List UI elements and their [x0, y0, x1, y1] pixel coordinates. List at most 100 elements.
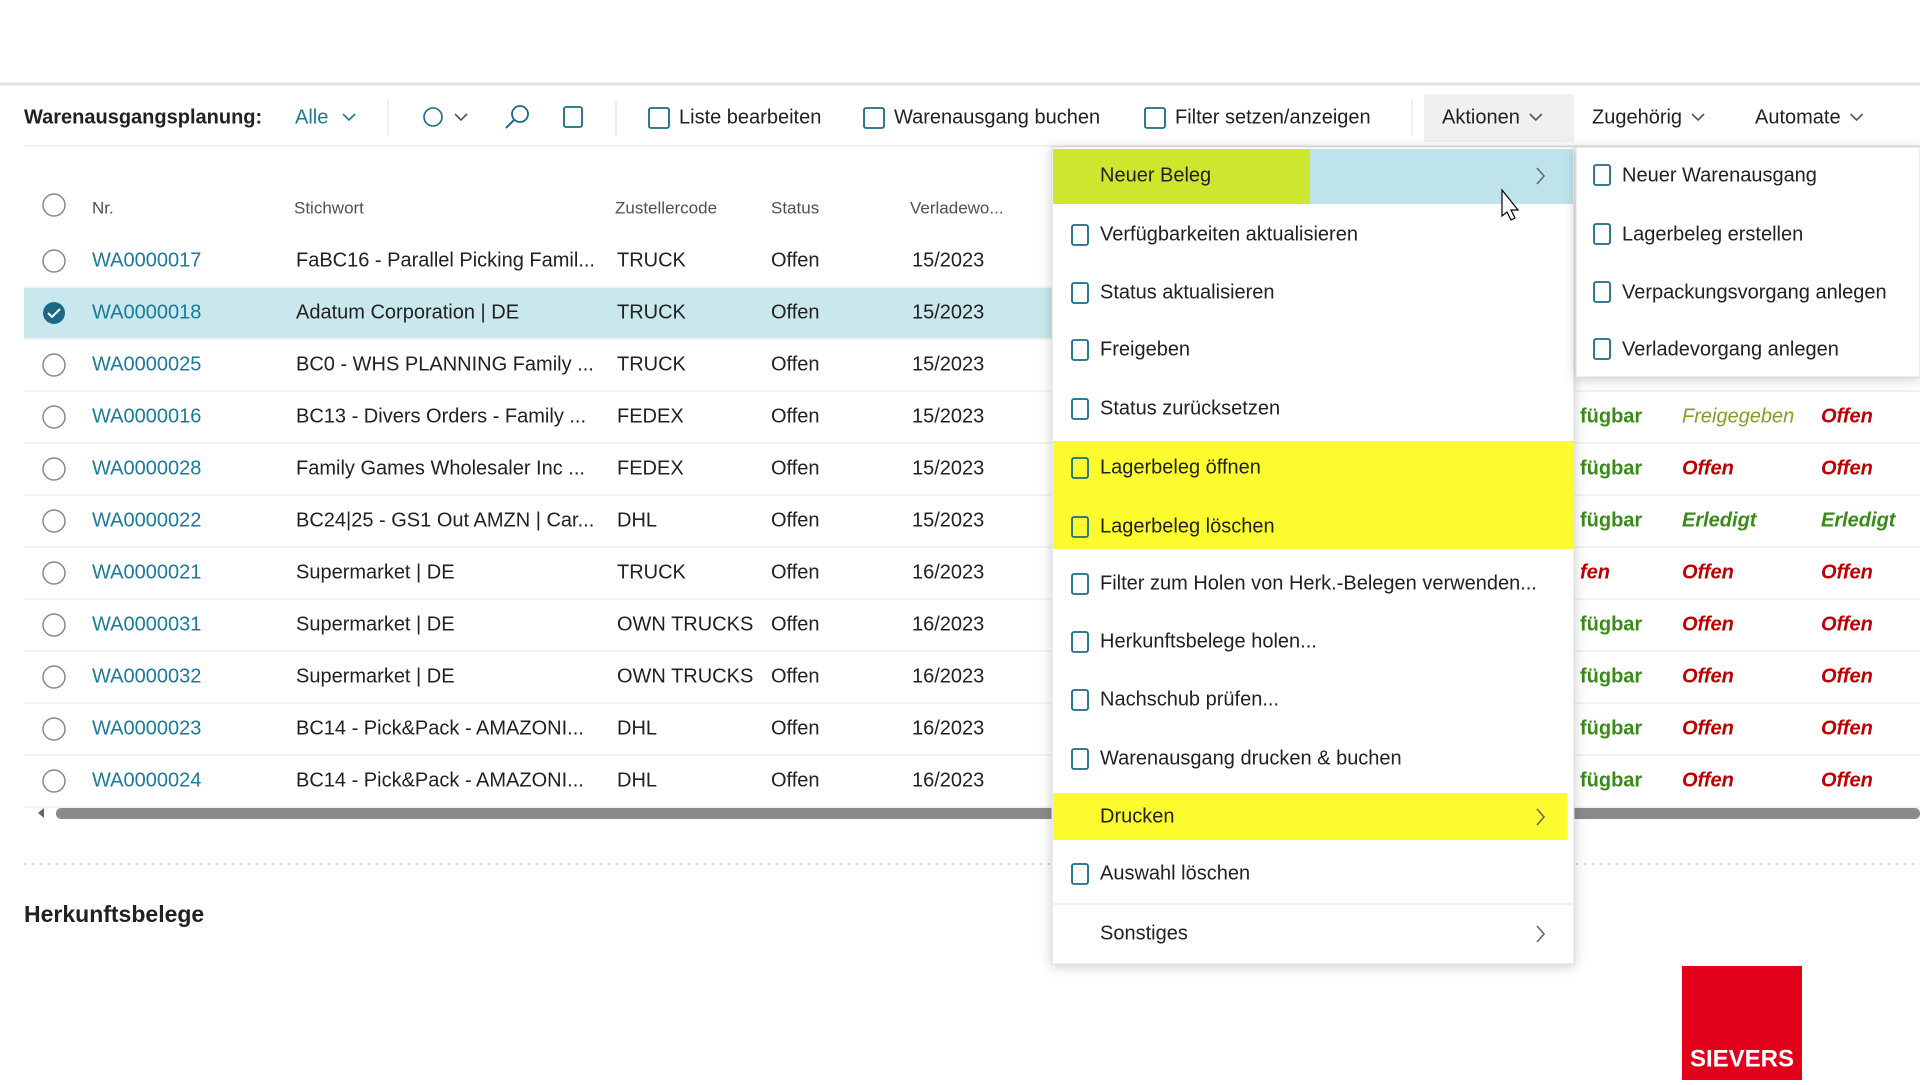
cell: BC13 - Divers Orders - Family ... — [296, 405, 586, 427]
menu-icon — [1071, 863, 1089, 885]
submenu-arrow — [1536, 925, 1546, 943]
menu-item[interactable]: Freigeben — [1100, 338, 1190, 360]
toolbar-button[interactable]: Filter setzen/anzeigen — [1175, 106, 1371, 128]
doc-link[interactable]: WA0000024 — [92, 769, 201, 791]
column-header[interactable]: Verladewo... — [910, 198, 1004, 217]
cell: Offen — [771, 249, 820, 271]
status-cell: Offen — [1682, 769, 1734, 791]
column-header[interactable]: Nr. — [92, 198, 114, 217]
select-all[interactable] — [42, 193, 66, 217]
row-radio[interactable] — [42, 353, 66, 377]
doc-link[interactable]: WA0000023 — [92, 717, 201, 739]
toolbar-menu[interactable]: Aktionen — [1442, 106, 1520, 128]
search-icon-handle — [505, 119, 515, 129]
menu-item[interactable]: Status aktualisieren — [1100, 281, 1275, 303]
submenu-item[interactable]: Verladevorgang anlegen — [1622, 338, 1839, 360]
doc-link[interactable]: WA0000031 — [92, 613, 201, 635]
cell: BC24|25 - GS1 Out AMZN | Car... — [296, 509, 594, 531]
status-cell: fügbar — [1580, 457, 1642, 479]
doc-link[interactable]: WA0000032 — [92, 665, 201, 687]
doc-link[interactable]: WA0000028 — [92, 457, 201, 479]
doc-link[interactable]: WA0000021 — [92, 561, 201, 583]
doc-link[interactable]: WA0000016 — [92, 405, 201, 427]
submenu-icon — [1593, 281, 1611, 303]
menu-item[interactable]: Herkunftsbelege holen... — [1100, 630, 1317, 652]
menu-icon — [1071, 516, 1089, 538]
menu-panel — [1051, 146, 1575, 965]
cell: Supermarket | DE — [296, 665, 455, 687]
doc-link[interactable]: WA0000025 — [92, 353, 201, 375]
toolbar-menu[interactable]: Automate — [1755, 106, 1841, 128]
column-header[interactable]: Zustellercode — [615, 198, 717, 217]
column-header[interactable]: Status — [771, 198, 819, 217]
cell: 16/2023 — [912, 613, 984, 635]
menu-item[interactable]: Sonstiges — [1100, 922, 1188, 944]
row-radio[interactable] — [42, 613, 66, 637]
row-radio[interactable] — [42, 457, 66, 481]
submenu-item[interactable]: Verpackungsvorgang anlegen — [1622, 281, 1887, 303]
row-radio[interactable] — [42, 717, 66, 741]
menu-item[interactable]: Filter zum Holen von Herk.-Belegen verwe… — [1100, 572, 1537, 594]
toolbar-button[interactable]: Liste bearbeiten — [679, 106, 821, 128]
doc-link[interactable]: WA0000022 — [92, 509, 201, 531]
row-radio[interactable] — [42, 405, 66, 429]
doc-link[interactable]: WA0000017 — [92, 249, 201, 271]
menu-item[interactable]: Verfügbarkeiten aktualisieren — [1100, 223, 1358, 245]
toolbar-button[interactable]: Warenausgang buchen — [894, 106, 1100, 128]
search-icon[interactable] — [511, 105, 529, 123]
aktionen-bg — [1424, 94, 1574, 142]
layout-icon[interactable] — [563, 106, 583, 128]
row-radio[interactable] — [42, 665, 66, 689]
cell: Offen — [771, 405, 820, 427]
row-radio[interactable] — [42, 509, 66, 533]
menu-icon — [1071, 457, 1089, 479]
row-radio[interactable] — [42, 561, 66, 585]
cell: 15/2023 — [912, 301, 984, 323]
cell: TRUCK — [617, 353, 687, 375]
submenu-arrow — [1536, 167, 1546, 185]
cell: Offen — [771, 665, 820, 687]
menu-item[interactable]: Lagerbeleg löschen — [1100, 515, 1275, 537]
menu-item[interactable]: Neuer Beleg — [1100, 164, 1211, 186]
cell: Supermarket | DE — [296, 561, 455, 583]
menu-item[interactable]: Nachschub prüfen... — [1100, 688, 1279, 710]
menu-item[interactable]: Warenausgang drucken & buchen — [1100, 747, 1402, 769]
menu-icon — [1071, 748, 1089, 770]
cell: 15/2023 — [912, 353, 984, 375]
submenu-item[interactable]: Neuer Warenausgang — [1622, 164, 1817, 186]
menu-item[interactable]: Lagerbeleg öffnen — [1100, 456, 1261, 478]
analysis-icon[interactable] — [423, 107, 443, 127]
view-selector[interactable]: Alle — [295, 106, 328, 128]
cell: FEDEX — [617, 457, 684, 479]
menu-item[interactable]: Status zurücksetzen — [1100, 397, 1280, 419]
button-icon — [863, 107, 885, 129]
menu-icon — [1071, 573, 1089, 595]
toolbar-menu[interactable]: Zugehörig — [1592, 106, 1682, 128]
check-mark — [47, 308, 61, 319]
column-header[interactable]: Stichwort — [294, 198, 364, 217]
row-radio[interactable] — [42, 249, 66, 273]
status-cell: Erledigt — [1682, 509, 1758, 531]
row-check[interactable] — [43, 302, 65, 324]
submenu-item[interactable]: Lagerbeleg erstellen — [1622, 223, 1803, 245]
highlight — [1053, 149, 1310, 204]
section-title[interactable]: Herkunftsbelege — [24, 901, 204, 927]
menu-item[interactable]: Auswahl löschen — [1100, 862, 1250, 884]
cell: 16/2023 — [912, 665, 984, 687]
cell: TRUCK — [617, 249, 687, 271]
doc-link[interactable]: WA0000018 — [92, 301, 201, 323]
row-radio[interactable] — [42, 769, 66, 793]
logo-text: SIEVERS — [1690, 1045, 1794, 1072]
menu-item[interactable]: Drucken — [1100, 805, 1174, 827]
menu-icon — [1071, 631, 1089, 653]
cell: FaBC16 - Parallel Picking Famil... — [296, 249, 595, 271]
status-cell: fügbar — [1580, 613, 1642, 635]
menu-icon — [1071, 689, 1089, 711]
scrollbar[interactable] — [56, 808, 1920, 819]
status-cell: Offen — [1821, 613, 1873, 635]
scroll-left[interactable] — [38, 808, 44, 818]
cell: 16/2023 — [912, 717, 984, 739]
cell: Offen — [771, 561, 820, 583]
